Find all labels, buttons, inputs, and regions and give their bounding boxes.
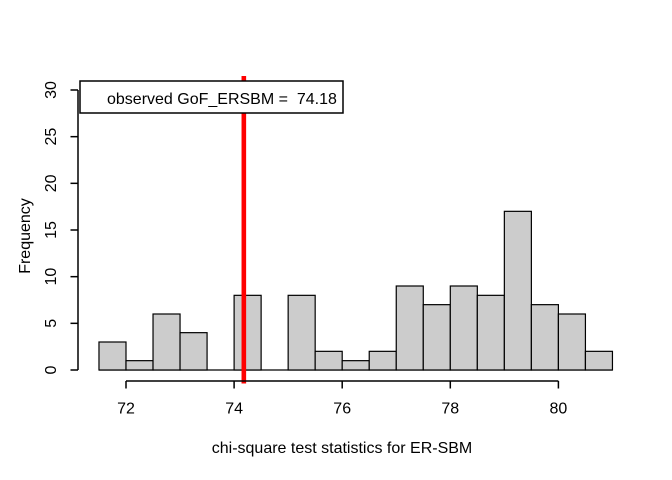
histogram-bar	[152, 313, 181, 371]
legend	[79, 80, 344, 114]
legend-box	[79, 80, 344, 114]
y-tick-label: 10	[43, 268, 60, 286]
histogram-bar	[233, 294, 262, 371]
x-tick-label: 80	[550, 401, 568, 418]
y-axis-title: Frequency	[17, 198, 34, 274]
histogram-bar	[503, 210, 532, 371]
x-tick-label: 78	[441, 401, 459, 418]
histogram-bar	[125, 360, 154, 371]
x-tick-label: 74	[225, 401, 243, 418]
y-tick-label: 30	[43, 81, 60, 99]
legend-label: observed GoF_ERSBM = 74.18	[107, 91, 337, 108]
histogram-bar	[314, 350, 343, 371]
histogram-bar	[476, 294, 505, 371]
x-axis-title: chi-square test statistics for ER-SBM	[212, 440, 473, 457]
histogram-bar	[557, 313, 587, 371]
histogram-bar	[98, 341, 127, 371]
histogram-bars	[98, 210, 614, 371]
histogram-bar	[341, 360, 370, 371]
y-tick-label: 5	[43, 319, 60, 328]
y-tick-label: 20	[43, 174, 60, 192]
histogram-bar	[449, 285, 478, 371]
y-tick-label: 15	[43, 221, 60, 239]
histogram-bar	[287, 294, 316, 371]
histogram-bar	[530, 304, 559, 371]
histogram-bar	[584, 350, 614, 371]
x-tick-label: 76	[333, 401, 351, 418]
histogram-bar	[422, 304, 451, 371]
axes: 72 74 76 78 80 0 5 10 15 20 25 30	[43, 81, 567, 417]
histogram-bar	[395, 285, 424, 371]
y-tick-label: 0	[43, 365, 60, 374]
y-tick-label: 25	[43, 128, 60, 146]
histogram-bar	[179, 332, 208, 371]
x-tick-label: 72	[117, 401, 135, 418]
histogram-bar	[368, 350, 397, 371]
